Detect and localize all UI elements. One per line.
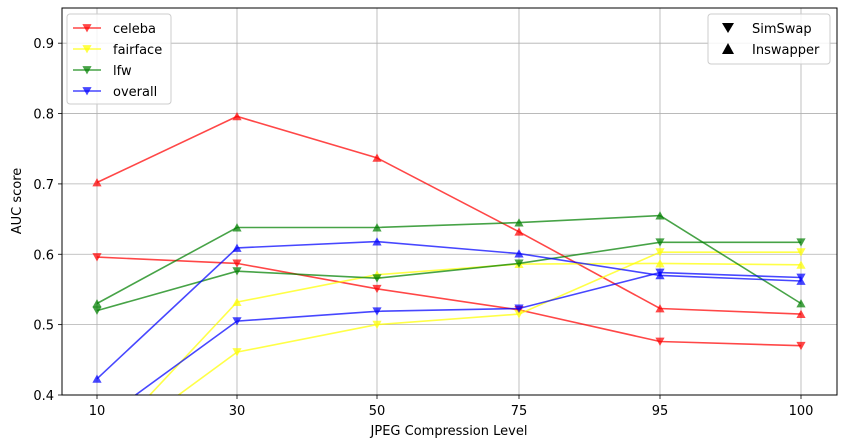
legend-marker xyxy=(82,45,92,54)
data-point xyxy=(92,306,102,315)
legend-label-lfw: lfw xyxy=(113,64,132,79)
up-triangle-icon xyxy=(722,43,734,54)
data-point xyxy=(796,299,806,308)
data-point xyxy=(514,218,524,227)
data-point xyxy=(232,243,242,252)
data-point xyxy=(655,211,665,220)
data-point xyxy=(232,317,242,326)
x-tick-label: 100 xyxy=(789,404,814,419)
x-axis-label: JPEG Compression Level xyxy=(370,424,528,439)
data-point xyxy=(372,307,382,316)
series-line xyxy=(148,262,802,395)
data-point xyxy=(655,259,665,268)
data-point xyxy=(655,337,665,346)
series-line xyxy=(96,241,801,312)
data-point xyxy=(92,178,102,187)
data-point xyxy=(372,237,382,246)
data-point xyxy=(514,259,524,268)
data-point xyxy=(372,153,382,162)
legend-label-overall: overall xyxy=(113,85,157,100)
data-point xyxy=(514,249,524,258)
series-line xyxy=(96,115,802,315)
series-celeba-simswap xyxy=(92,253,806,351)
y-tick-label: 0.8 xyxy=(33,108,54,123)
data-point xyxy=(514,304,524,313)
series-line xyxy=(96,256,802,347)
data-point xyxy=(232,267,242,276)
data-point xyxy=(514,310,524,319)
y-axis-label: AUC score xyxy=(10,168,25,235)
marker-legend-inswapper: Inswapper xyxy=(752,43,820,58)
legend-label-fairface: fairface xyxy=(113,43,162,58)
y-tick-label: 0.5 xyxy=(33,319,54,334)
data-point xyxy=(232,259,242,268)
legend-marker xyxy=(82,87,92,96)
data-point xyxy=(232,348,242,357)
series-celeba-inswapper xyxy=(92,111,806,318)
data-point xyxy=(232,223,242,232)
data-point xyxy=(372,223,382,232)
marker-legend-simswap: SimSwap xyxy=(752,22,812,37)
series-line xyxy=(134,271,802,395)
data-point xyxy=(232,297,242,307)
series-overall-inswapper xyxy=(92,237,806,383)
data-point xyxy=(796,276,806,285)
series-legend-box xyxy=(66,13,172,105)
series-line xyxy=(177,251,801,395)
data-point xyxy=(655,238,665,247)
legend-marker xyxy=(82,24,92,33)
data-point xyxy=(92,299,102,308)
series-legend: celeba fairface lfw overall xyxy=(66,13,172,105)
y-tick-label: 0.7 xyxy=(33,178,54,193)
marker-legend: SimSwap Inswapper xyxy=(707,13,831,65)
data-point xyxy=(514,227,524,236)
legend-label-celeba: celeba xyxy=(113,22,156,37)
series-line xyxy=(96,214,802,305)
series-lfw-inswapper xyxy=(92,211,806,308)
data-point xyxy=(796,260,806,269)
x-tick-label: 95 xyxy=(652,404,669,419)
series-line xyxy=(96,240,802,380)
data-point xyxy=(796,309,806,318)
data-point xyxy=(372,284,382,294)
series-fairface-simswap xyxy=(177,248,806,395)
data-point xyxy=(796,248,806,257)
data-point xyxy=(92,253,102,262)
data-point xyxy=(655,248,665,257)
data-point xyxy=(655,304,665,313)
marker-legend-box xyxy=(707,13,831,65)
legend-marker xyxy=(82,66,92,75)
x-tick-label: 10 xyxy=(89,404,106,419)
data-point xyxy=(372,274,382,283)
data-point xyxy=(655,271,665,280)
series-lfw-simswap xyxy=(92,238,806,315)
x-tick-label: 50 xyxy=(369,404,386,419)
data-point xyxy=(92,374,102,383)
series-group xyxy=(92,111,806,395)
x-tick-label: 30 xyxy=(229,404,246,419)
data-point xyxy=(796,238,806,247)
y-tick-label: 0.4 xyxy=(33,389,54,404)
data-point xyxy=(796,341,806,351)
plot-frame xyxy=(61,7,838,396)
down-triangle-icon xyxy=(722,23,734,33)
y-tick-label: 0.6 xyxy=(33,248,54,263)
x-tick-label: 75 xyxy=(511,404,528,419)
axis-ticks: 10 30 50 75 95 100 0.4 0.5 0.6 0.7 0.8 0.9 xyxy=(33,37,813,419)
y-tick-label: 0.9 xyxy=(33,37,54,52)
data-point xyxy=(232,111,242,121)
data-point xyxy=(372,320,382,330)
